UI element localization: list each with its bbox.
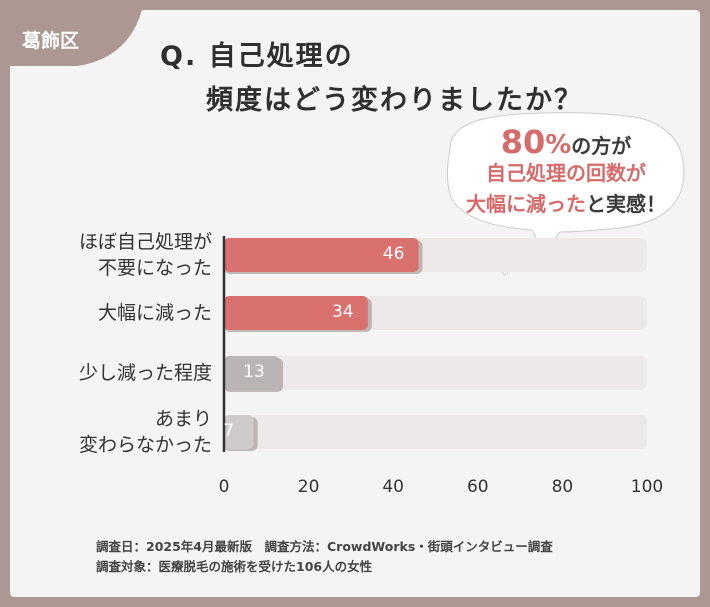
callout-line: 大幅に減ったと実感！ [436,190,696,218]
category-label: 大幅に減った [97,302,212,324]
x-tick-label: 20 [297,477,320,497]
bar [224,415,254,449]
bar [224,238,419,272]
bar [224,296,368,330]
callout-bubble [446,112,685,255]
badge: 葛飾区 [22,30,80,52]
value-label: 34 [331,302,354,322]
category-label: ほぼ自己処理が 不要になった [78,231,212,279]
x-tick-label: 60 [466,477,489,497]
bar-track [224,356,647,390]
bar [224,356,279,390]
x-tick-label: 100 [630,477,664,497]
bar-track [224,415,647,449]
callout-text: 80 [500,123,546,161]
value-label: 7 [223,421,235,441]
category-label: 少し減った程度 [78,362,212,384]
title-line: 頻度はどう変わりましたか？ [206,85,583,116]
callout-line: 自己処理の回数が [436,159,696,187]
footnote: 調査日：2025年4月最新版 調査方法：CrowdWorks・街頭インタビュー調… [96,539,553,554]
callout-text: 自己処理の回数が [486,161,646,185]
x-tick-label: 0 [218,477,230,497]
badge-bg [10,10,142,66]
value-label: 13 [243,362,265,382]
callout-text: と実感！ [586,192,666,216]
callout-line: 80%の方が [436,126,696,160]
x-tick-label: 80 [551,477,574,497]
value-label: 46 [382,244,405,264]
title-line: Q. 自己処理の [160,41,354,72]
callout-text: % [545,130,572,160]
footnote: 調査対象：医療脱毛の施術を受けた106人の女性 [96,559,373,574]
callout-text: 大幅に減った [466,192,586,216]
category-label: あまり 変わらなかった [78,408,212,456]
x-tick-label: 40 [382,477,404,497]
callout-text: の方が [571,134,632,158]
